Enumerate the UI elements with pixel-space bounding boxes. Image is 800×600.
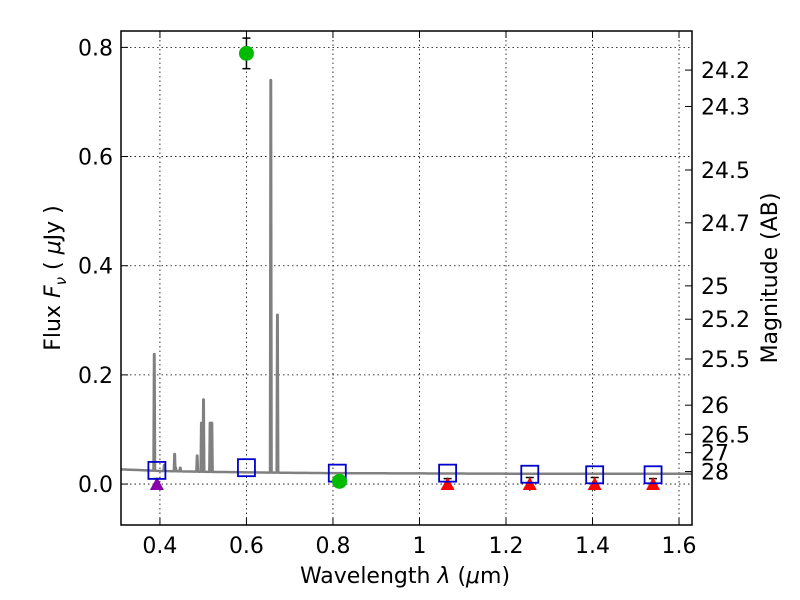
y-tick-label: 0.0 [78,473,113,498]
mag-tick-label: 24.5 [701,159,750,184]
y-tick-label: 0.8 [78,36,113,61]
model-photometry-point [585,465,605,485]
x-tick-label: 1 [412,534,426,559]
upper-limit-marker [440,477,455,491]
mag-tick-label: 25.5 [701,348,750,373]
x-tick-label: 1.2 [488,534,523,559]
mag-tick-label: 26.5 [701,423,750,448]
model-photometry-point [237,458,256,478]
x-tick-label: 0.8 [315,534,350,559]
model-photometry-point [438,463,457,483]
detection-point [238,45,254,61]
y-axis-label: Flux Fν ( μJy ) [41,205,70,350]
upper-limit-marker [149,477,164,491]
model-photometry-point [520,464,540,484]
plot-frame [120,30,693,526]
mag-tick-label: 26 [701,394,729,419]
grid [121,31,692,525]
mag-tick-label: 28 [701,461,729,486]
tick-labels: 0.4 0.6 0.8 1 1.2 1.4 1.6 0.0 0.2 0.4 0.6 0.8 24.2 24… [78,36,750,559]
detection-point [331,473,347,489]
y2-axis-label: Magnitude (AB) [758,193,783,364]
mag-tick-label: 27 [701,442,729,467]
x-tick-label: 0.4 [142,534,177,559]
model-photometry-point [643,465,663,485]
y-tick-label: 0.6 [78,146,113,171]
ticks [121,31,692,525]
markers [147,37,663,491]
x-tick-label: 0.6 [229,534,264,559]
spectrum-line [120,78,692,475]
mag-tick-label: 24.3 [701,95,750,120]
model-photometry-point [147,461,167,480]
x-tick-label: 1.4 [575,534,610,559]
mag-tick-label: 25.2 [701,308,750,333]
y-tick-label: 0.4 [78,255,113,280]
spectrum [120,78,692,475]
mag-tick-label: 24.7 [701,212,750,237]
mag-tick-label: 24.2 [701,59,750,84]
y-tick-label: 0.2 [78,364,113,389]
x-tick-label: 1.6 [662,534,697,559]
x-axis-label: Wavelength λ (μm) [300,564,510,589]
mag-tick-label: 25 [701,275,729,300]
